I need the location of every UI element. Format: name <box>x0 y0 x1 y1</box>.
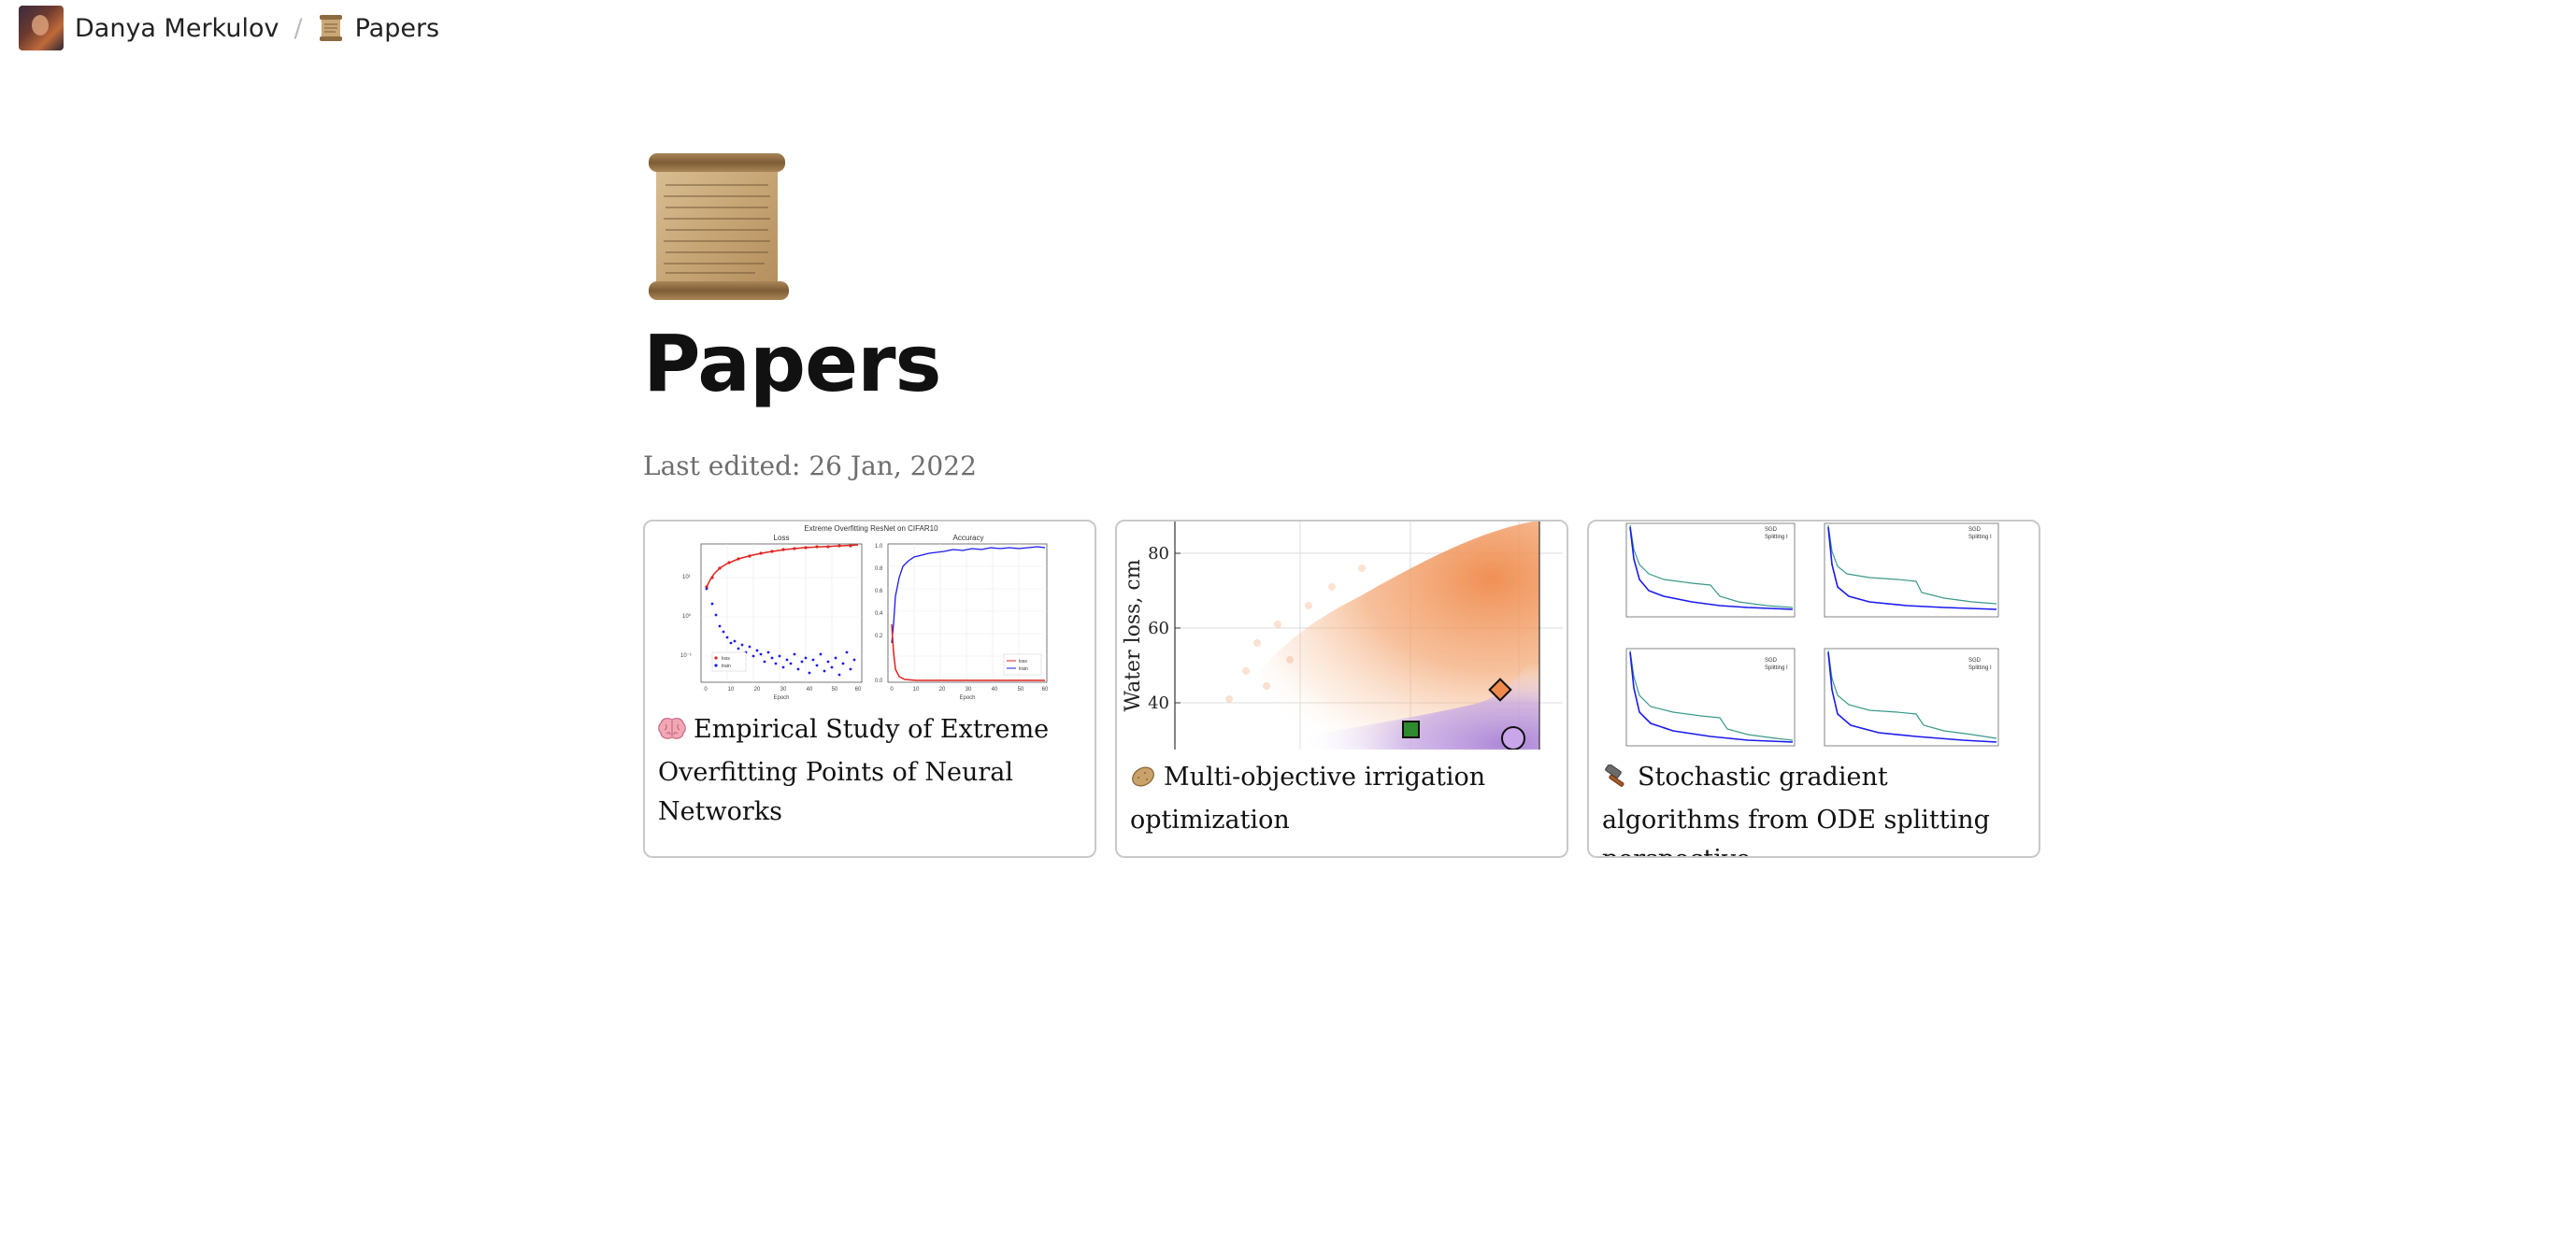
svg-text:loss: loss <box>722 656 730 662</box>
x-tick-label: 10 <box>913 687 920 693</box>
card-cover-image: 80 60 40 Water loss, cm <box>1117 521 1567 750</box>
y-tick-label: 10¹ <box>682 575 691 580</box>
card-title[interactable]: Empirical Study of Extreme Overfitting P… <box>658 710 1081 832</box>
y-axis-label: Water loss, cm <box>1122 559 1145 711</box>
x-tick-label: 30 <box>966 687 972 693</box>
svg-text:loss: loss <box>1019 659 1027 664</box>
x-tick-label: 30 <box>780 687 787 693</box>
page-title: Papers <box>643 318 942 409</box>
y-tick-label: 60 <box>1148 619 1169 638</box>
x-tick-label: 60 <box>1042 687 1049 693</box>
gallery: Extreme Overfitting ResNet on CIFAR10 Lo… <box>643 520 2040 858</box>
y-tick-label: 0.6 <box>875 589 883 594</box>
x-tick-label: 40 <box>992 687 998 693</box>
breadcrumb-author[interactable]: Danya Merkulov <box>19 6 279 50</box>
card-title-text: Stochastic gradient algorithms from ODE … <box>1602 763 1990 856</box>
y-tick-label: 10⁰ <box>682 613 692 620</box>
scroll-icon <box>319 15 342 41</box>
card-cover-image: Extreme Overfitting ResNet on CIFAR10 Lo… <box>645 521 1095 750</box>
card-cover-image: SGD Splitting I SGD Splitting I SGD Spli… <box>1589 521 2039 750</box>
legend-label: Splitting I <box>1968 665 1992 671</box>
last-edited: Last edited: 26 Jan, 2022 <box>643 450 977 481</box>
x-tick-label: 0 <box>704 687 708 693</box>
legend-label: SGD <box>1968 658 1982 664</box>
y-tick-label: 1.0 <box>875 544 883 550</box>
y-tick-label: 40 <box>1148 693 1169 713</box>
breadcrumb-separator: / <box>293 13 303 43</box>
legend-label: SGD <box>1765 658 1778 664</box>
x-tick-label: 60 <box>855 687 862 693</box>
breadcrumb: Danya Merkulov / Papers <box>19 6 439 50</box>
card-title-text: Empirical Study of Extreme Overfitting P… <box>658 715 1050 826</box>
x-tick-label: 50 <box>832 687 838 693</box>
x-tick-label: 50 <box>1018 687 1024 693</box>
legend-label: Splitting I <box>1968 535 1992 540</box>
x-tick-label: 40 <box>807 687 813 693</box>
y-tick-label: 10⁻¹ <box>680 653 692 659</box>
avatar <box>19 6 64 50</box>
x-axis-label: Epoch <box>773 695 789 701</box>
x-axis-label: Epoch <box>959 695 975 701</box>
scroll-icon <box>649 153 789 300</box>
figure-title: Extreme Overfitting ResNet on CIFAR10 <box>804 524 938 533</box>
y-tick-label: 0.4 <box>875 611 883 617</box>
left-panel-title: Loss <box>774 534 790 542</box>
legend-label: Splitting I <box>1765 665 1788 671</box>
gallery-card[interactable]: Extreme Overfitting ResNet on CIFAR10 Lo… <box>643 520 1096 858</box>
x-tick-label: 20 <box>754 687 761 693</box>
potato-icon <box>1130 762 1156 801</box>
y-tick-label: 80 <box>1148 544 1169 564</box>
legend-label: SGD <box>1968 527 1982 533</box>
gallery-card[interactable]: 80 60 40 Water loss, cm Multi-objective … <box>1115 520 1568 858</box>
hammer-icon <box>1602 762 1630 801</box>
breadcrumb-current-label: Papers <box>354 13 440 43</box>
x-tick-label: 0 <box>890 687 894 693</box>
y-tick-label: 0.8 <box>875 566 883 572</box>
x-tick-label: 20 <box>939 687 946 693</box>
y-tick-label: 0.0 <box>875 679 883 684</box>
card-title[interactable]: Multi-objective irrigation optimization <box>1130 758 1553 840</box>
right-panel-title: Accuracy <box>953 534 984 542</box>
breadcrumb-current[interactable]: Papers <box>318 13 440 43</box>
y-tick-label: 0.2 <box>875 634 883 639</box>
breadcrumb-author-label: Danya Merkulov <box>75 13 279 43</box>
legend-label: train <box>1019 666 1028 672</box>
x-tick-label: 10 <box>728 687 735 693</box>
legend-label: Splitting I <box>1765 535 1788 540</box>
brain-icon <box>658 714 686 753</box>
card-title[interactable]: Stochastic gradient algorithms from ODE … <box>1602 758 2025 856</box>
legend-label: SGD <box>1765 527 1778 533</box>
card-title-text: Multi-objective irrigation optimization <box>1130 763 1486 835</box>
legend-label: train <box>722 664 731 669</box>
gallery-card[interactable]: SGD Splitting I SGD Splitting I SGD Spli… <box>1587 520 2040 858</box>
